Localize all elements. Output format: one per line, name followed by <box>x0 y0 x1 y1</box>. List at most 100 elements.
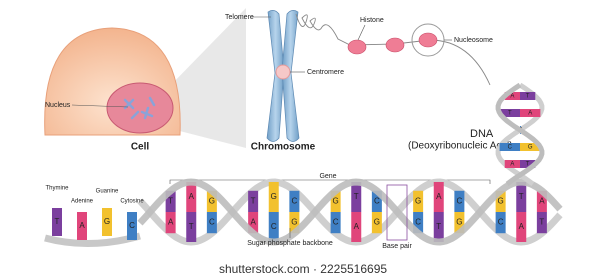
base-letter: C <box>456 197 462 206</box>
upper-helix: ATTAGCCGAT <box>495 82 545 186</box>
base <box>495 190 506 212</box>
base-letter: A <box>189 192 195 201</box>
base-letter: A <box>79 221 85 230</box>
base <box>289 190 300 212</box>
base <box>454 212 465 234</box>
base <box>330 190 341 212</box>
base <box>77 212 87 240</box>
helix: T A A T G C T A G C C G G C T A C G G C A T C G G C T A A T <box>137 178 563 246</box>
base <box>413 212 424 234</box>
base-letter: C <box>415 218 421 227</box>
base-letter: T <box>354 192 359 201</box>
base-letter: G <box>209 197 215 206</box>
label: Nucleus <box>45 102 71 109</box>
base <box>165 190 176 212</box>
base-letter: G <box>104 217 110 226</box>
base <box>504 92 520 100</box>
leader <box>71 104 129 108</box>
base <box>165 212 176 234</box>
base-letter: A <box>528 111 532 117</box>
base-letter: G <box>291 218 297 227</box>
backbone <box>44 232 141 247</box>
base-name: Thymine <box>45 186 69 192</box>
base <box>248 190 259 212</box>
base <box>371 212 382 234</box>
base-letter: A <box>510 94 514 100</box>
watermark: shutterstock.com · 2225516695 <box>219 262 387 276</box>
base-letter: C <box>129 221 135 230</box>
base <box>499 109 520 117</box>
nucleus-chromosomes <box>123 96 156 120</box>
backbone <box>137 178 563 246</box>
nucleus <box>106 82 174 134</box>
base <box>206 212 217 234</box>
base-letter: C <box>508 145 513 151</box>
base <box>351 182 362 212</box>
base-letter: C <box>333 218 339 227</box>
base-letter: A <box>354 222 360 231</box>
base-letter: T <box>519 192 524 201</box>
gene-bracket <box>169 179 491 184</box>
label: Base pair <box>382 243 412 250</box>
base <box>536 212 547 234</box>
base <box>268 182 279 212</box>
base-letter: T <box>539 218 544 227</box>
base-letter: G <box>415 197 421 206</box>
base <box>127 212 137 240</box>
base-letter: G <box>271 192 277 201</box>
base-letter: A <box>168 218 174 227</box>
base <box>504 160 520 168</box>
base <box>499 143 520 151</box>
label: Nucleosome <box>454 37 493 44</box>
base-letter: T <box>55 217 60 226</box>
label: (Deoxyribonucleic Acid) <box>408 141 513 152</box>
label: Centromere <box>307 69 344 76</box>
base <box>495 212 506 234</box>
base-letter: G <box>333 197 339 206</box>
base-letter: T <box>168 197 173 206</box>
base <box>520 109 541 117</box>
zoom-cone <box>168 8 246 148</box>
base-letter: T <box>436 222 441 231</box>
base-letter: T <box>526 94 530 100</box>
base-letter: C <box>374 197 380 206</box>
histones <box>347 32 438 55</box>
label: Sugar phosphate backbone <box>247 240 333 247</box>
label: Telomere <box>225 14 254 21</box>
base-name: Cytosine <box>120 199 144 205</box>
base-name: Guanine <box>96 189 119 195</box>
base <box>516 212 527 242</box>
base-name: Adenine <box>71 199 94 205</box>
centromere <box>275 64 291 80</box>
base <box>520 160 536 168</box>
base <box>413 190 424 212</box>
base-letter: A <box>250 218 256 227</box>
base-letter: C <box>291 197 297 206</box>
base-pair-box <box>386 184 408 241</box>
base-letter: C <box>271 222 277 231</box>
base <box>330 212 341 234</box>
base <box>206 190 217 212</box>
base <box>454 190 465 212</box>
base <box>520 92 536 100</box>
base-letter: A <box>510 162 514 168</box>
base <box>433 212 444 242</box>
base <box>268 212 279 242</box>
base-letter: T <box>526 162 530 168</box>
label: Histone <box>360 17 384 24</box>
base-letter: T <box>508 111 512 117</box>
base-letter: G <box>528 145 533 151</box>
base-letter: G <box>456 218 462 227</box>
base <box>351 212 362 242</box>
base-letter: A <box>539 197 545 206</box>
base <box>536 190 547 212</box>
base <box>248 212 259 234</box>
label: Chromosome <box>251 142 316 153</box>
backbone <box>495 82 545 186</box>
base <box>516 182 527 212</box>
base <box>186 212 197 242</box>
chromosome <box>266 10 300 142</box>
base <box>371 190 382 212</box>
label: DNA <box>470 128 494 140</box>
base <box>433 182 444 212</box>
